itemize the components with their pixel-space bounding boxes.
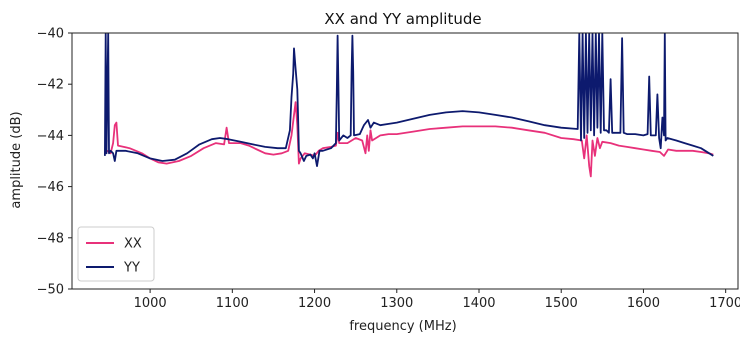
x-axis-title: frequency (MHz) [349, 319, 456, 334]
chart-title: XX and YY amplitude [324, 10, 481, 28]
y-tick-label: −42 [37, 78, 64, 93]
x-tick-label: 1100 [216, 296, 249, 311]
series-line-xx [104, 101, 714, 178]
y-tick-label: −46 [37, 180, 64, 195]
x-tick-label: 1000 [134, 296, 167, 311]
series-layer [104, 33, 714, 178]
legend: XX YY [77, 226, 155, 282]
x-tick-label: 1500 [545, 296, 578, 311]
x-tick-label: 1700 [709, 296, 740, 311]
y-tick-label: −40 [37, 27, 64, 42]
series-line-yy [104, 33, 714, 167]
legend-label-xx: XX [124, 237, 142, 252]
y-tick-label: −48 [37, 231, 64, 246]
x-tick-label: 1400 [462, 296, 495, 311]
y-axis-title: amplitude (dB) [9, 111, 24, 208]
x-tick-label: 1200 [298, 296, 331, 311]
y-tick-label: −44 [37, 129, 64, 144]
legend-label-yy: YY [123, 261, 140, 276]
legend-box [77, 226, 155, 282]
axes-frame [71, 32, 739, 290]
plot-area [104, 33, 714, 178]
axes-layer: 1000 1100 1200 1300 1400 1500 1600 1700 −40 −42 −4… [37, 27, 740, 312]
x-tick-label: 1600 [627, 296, 660, 311]
x-tick-label: 1300 [380, 296, 413, 311]
y-tick-label: −50 [37, 283, 64, 298]
